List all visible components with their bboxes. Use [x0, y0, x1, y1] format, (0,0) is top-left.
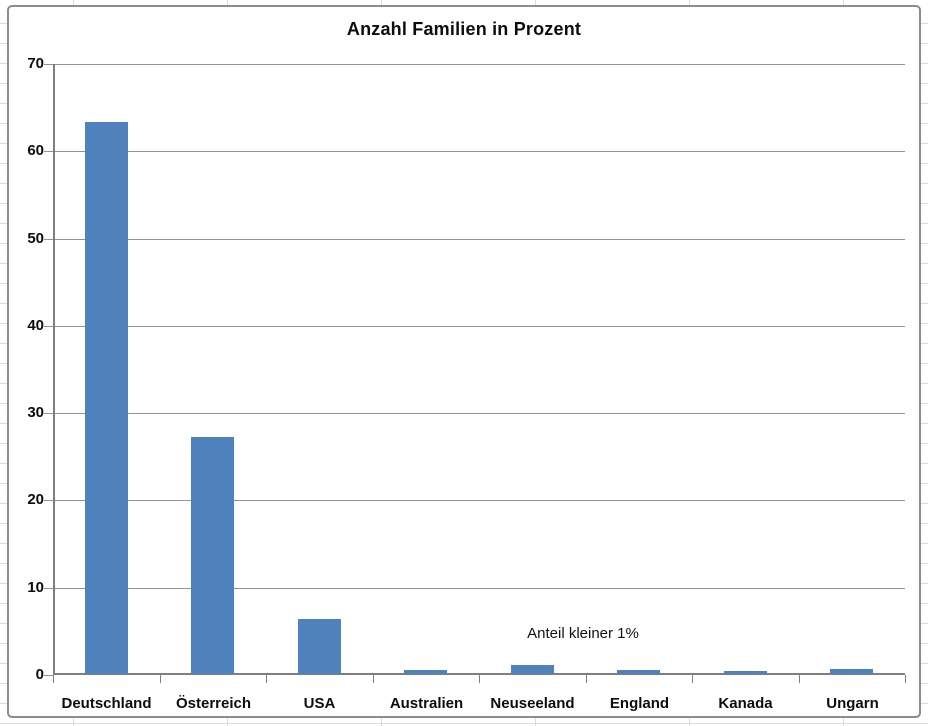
bar-ungarn[interactable] — [830, 669, 873, 674]
y-axis-label-0: 0 — [35, 666, 44, 683]
x-axis-label-usa: USA — [303, 695, 336, 712]
gridline-10 — [53, 588, 905, 589]
y-axis-label-40: 40 — [27, 317, 44, 334]
y-axis-tick-20 — [44, 500, 53, 501]
x-axis-tick-1 — [160, 675, 161, 683]
x-axis-tick-2 — [266, 675, 267, 683]
y-axis-label-50: 50 — [27, 230, 44, 247]
y-axis-tick-60 — [44, 151, 53, 152]
x-axis-label-österreich: Österreich — [175, 695, 252, 712]
x-axis-tick-7 — [799, 675, 800, 683]
y-axis-tick-10 — [44, 588, 53, 589]
bar-kanada[interactable] — [724, 671, 767, 674]
gridline-70 — [53, 64, 905, 65]
gridline-20 — [53, 500, 905, 501]
y-axis-label-10: 10 — [27, 579, 44, 596]
bar-australien[interactable] — [404, 670, 447, 674]
y-axis-tick-70 — [44, 64, 53, 65]
x-axis-tick-4 — [479, 675, 480, 683]
bar-usa[interactable] — [298, 619, 341, 674]
x-axis-tick-8 — [905, 675, 906, 683]
y-axis-tick-30 — [44, 413, 53, 414]
chart-title[interactable]: Anzahl Familien in Prozent — [346, 19, 582, 39]
y-axis-label-20: 20 — [27, 491, 44, 508]
bar-österreich[interactable] — [191, 437, 234, 674]
x-axis-tick-0 — [53, 675, 54, 683]
gridline-40 — [53, 326, 905, 327]
y-axis-tick-50 — [44, 239, 53, 240]
x-axis-line — [53, 673, 905, 675]
gridline-50 — [53, 239, 905, 240]
plot-area — [53, 64, 905, 675]
x-axis-tick-3 — [373, 675, 374, 683]
annotation-text-box[interactable]: Anteil kleiner 1% — [527, 625, 639, 642]
y-axis-tick-0 — [44, 675, 53, 676]
x-axis-tick-6 — [692, 675, 693, 683]
x-axis-label-england: England — [609, 695, 670, 712]
gridline-60 — [53, 151, 905, 152]
x-axis-label-ungarn: Ungarn — [826, 695, 879, 712]
x-axis-tick-5 — [586, 675, 587, 683]
y-axis-line — [53, 64, 55, 675]
chart-frame[interactable]: Anzahl Familien in Prozent Anteil kleine… — [7, 5, 921, 718]
bar-deutschland[interactable] — [85, 122, 128, 674]
x-axis-label-neuseeland: Neuseeland — [490, 695, 575, 712]
x-axis-label-kanada: Kanada — [718, 695, 773, 712]
y-axis-label-30: 30 — [27, 404, 44, 421]
bar-england[interactable] — [617, 670, 660, 674]
x-axis-label-deutschland: Deutschland — [61, 695, 152, 712]
y-axis-tick-40 — [44, 326, 53, 327]
y-axis-label-60: 60 — [27, 142, 44, 159]
y-axis-label-70: 70 — [27, 55, 44, 72]
x-axis-label-australien: Australien — [389, 695, 464, 712]
bar-neuseeland[interactable] — [511, 665, 554, 674]
gridline-30 — [53, 413, 905, 414]
